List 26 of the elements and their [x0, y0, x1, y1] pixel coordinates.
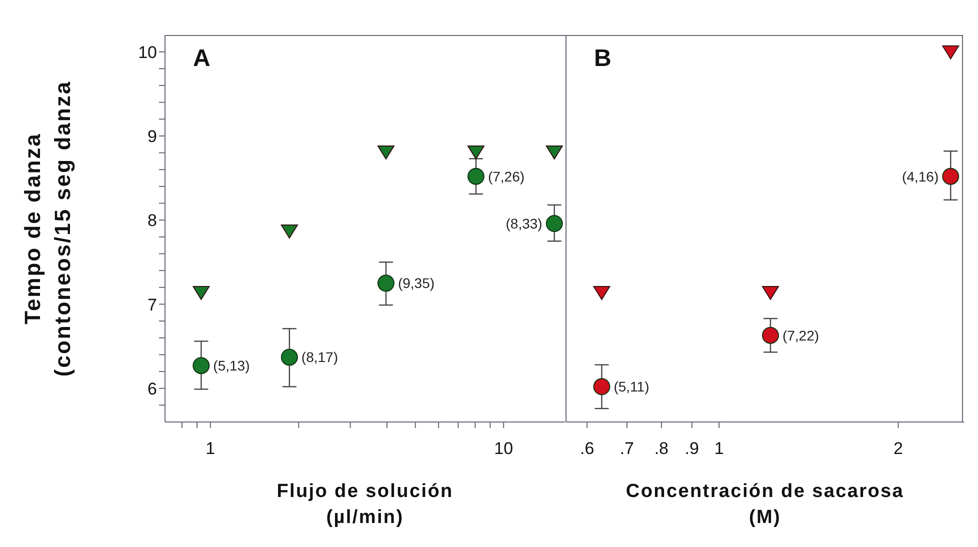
x-tick-label: 2 [893, 439, 903, 458]
x-axis-title: Flujo de solución (µl/min) [276, 481, 454, 528]
x-tick-label: 10 [494, 439, 514, 458]
x-tick-label: .9 [684, 439, 699, 458]
y-tick-label: 6 [148, 379, 157, 398]
x-axis-title: Concentración de sacarosa (M) [626, 481, 904, 528]
annotation: (7,22) [782, 327, 820, 344]
annotation: (5,13) [213, 358, 250, 374]
annotation: (4,16) [902, 168, 939, 184]
annotation: (8,17) [301, 349, 338, 366]
x-tick-label: .8 [654, 439, 669, 458]
y-tick-label: 10 [138, 42, 157, 62]
x-tick-label: .6 [580, 439, 594, 458]
annotation: A [193, 45, 210, 73]
y-axis-title: Tempo de danza (contoneos/15 seg danza [20, 80, 75, 377]
y-tick-label: 8 [148, 211, 157, 230]
annotation: (9,35) [398, 275, 435, 292]
y-tick-label: 9 [148, 126, 157, 146]
x-tick-label: .7 [620, 439, 634, 458]
x-tick-label: 1 [206, 439, 216, 458]
annotation: B [594, 45, 612, 73]
annotation: (5,11) [614, 378, 650, 395]
annotation: (7,26) [488, 168, 525, 184]
x-tick-label: 1 [714, 439, 724, 458]
y-tick-label: 7 [148, 295, 157, 314]
annotation: (8,33) [506, 215, 542, 232]
